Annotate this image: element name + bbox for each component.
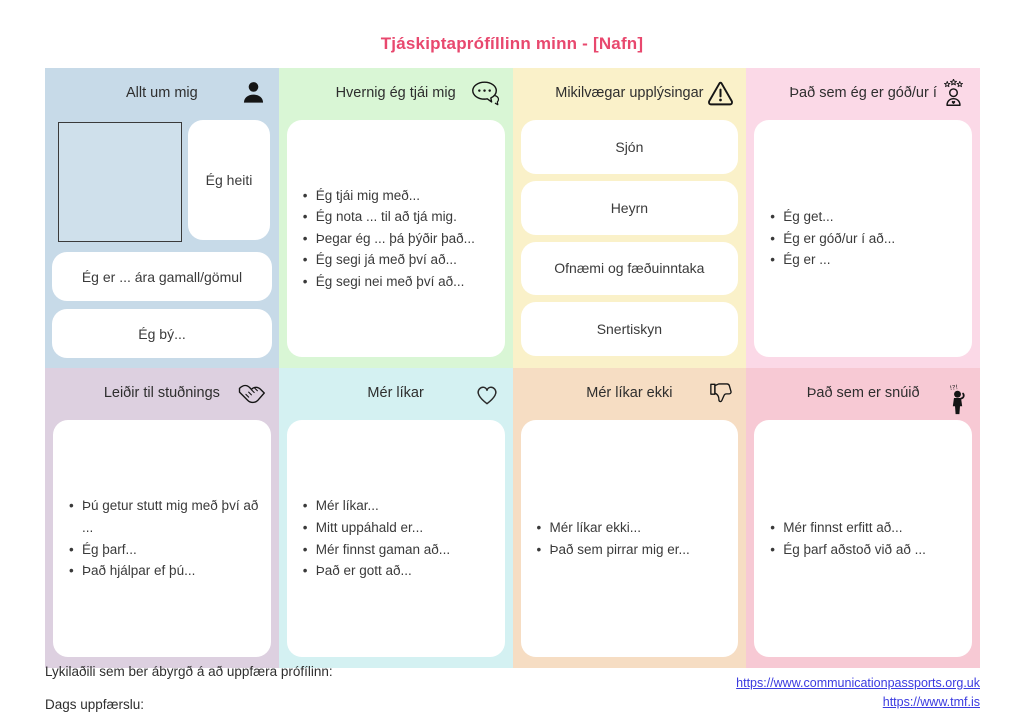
bullet-list: Ég get... Ég er góð/ur í að... Ég er ... [754, 206, 903, 271]
bullet-list: Ég tjái mig með... Ég nota ... til að tj… [287, 185, 483, 293]
bullet-item: Ég er góð/ur í að... [770, 228, 895, 250]
svg-text:!?!: !?! [949, 384, 958, 392]
bullet-item: Mér líkar ekki... [537, 517, 690, 539]
panel-title: Mikilvægar upplýsingar [555, 85, 704, 101]
page-title: Tjáskiptaprófíllinn minn - [Nafn] [380, 34, 644, 53]
thumbs-down-icon [707, 380, 734, 406]
tmf-link[interactable]: https://www.tmf.is [882, 695, 980, 710]
panel-important-info-header: Mikilvægar upplýsingar [513, 68, 747, 118]
panel-title: Allt um mig [126, 85, 198, 101]
bullet-item: Ég tjái mig með... [303, 185, 475, 207]
confused-person-icon: !?! [947, 382, 968, 416]
speech-bubbles-icon [469, 80, 501, 107]
bullet-item: Ég nota ... til að tjá mig. [303, 206, 475, 228]
footer-links: https://www.communicationpassports.org.u… [736, 674, 980, 713]
panel-how-i-communicate-header: Hvernig ég tjái mig [279, 68, 513, 118]
panel-good-at: Það sem ég er góð/ur í [746, 68, 980, 368]
panel-dislikes-header: Mér líkar ekki [513, 368, 747, 418]
panel-dislikes: Mér líkar ekki Mér líkar ekki... Það sem… [512, 368, 747, 668]
bullet-item: Mitt uppáhald er... [303, 517, 450, 539]
panel-likes-header: Mér líkar [279, 368, 513, 418]
good-at-box: Ég get... Ég er góð/ur í að... Ég er ... [754, 120, 972, 357]
heart-icon [473, 380, 501, 406]
bullet-item: Ég segi nei með því að... [303, 271, 475, 293]
bullet-item: Ég er ... [770, 249, 895, 271]
bullet-item: Mér finnst erfitt að... [770, 517, 926, 539]
bullet-list: Mér líkar ekki... Það sem pirrar mig er.… [521, 517, 698, 560]
name-box: Ég heiti [188, 120, 270, 240]
panel-about-me: Allt um mig Ég heiti Ég er ... ára gamal… [45, 68, 279, 368]
warning-icon [707, 81, 734, 106]
panel-title: Leiðir til stuðnings [103, 385, 220, 401]
panel-tricky: Það sem er snúið !?! Mér finnst erfitt a… [746, 368, 980, 668]
handshake-icon [234, 379, 267, 407]
star-person-icon [939, 79, 968, 107]
responsible-person-label: Lykilaðili sem ber ábyrgð á að uppfæra p… [45, 664, 333, 679]
bullet-item: Mér líkar... [303, 495, 450, 517]
panel-title: Mér líkar ekki [586, 385, 673, 401]
bullet-item: Ég þarf... [69, 539, 263, 561]
important-info-boxes: Sjón Heyrn Ofnæmi og fæðuinntaka Snertis… [520, 120, 739, 356]
bullet-item: Þegar ég ... þá þýðir það... [303, 228, 475, 250]
panel-grid: Allt um mig Ég heiti Ég er ... ára gamal… [45, 68, 980, 668]
panel-title: Það sem er snúið [806, 385, 920, 401]
hearing-box: Heyrn [520, 180, 739, 235]
person-icon [240, 80, 267, 107]
photo-placeholder [58, 122, 182, 242]
bullet-item: Það sem pirrar mig er... [537, 539, 690, 561]
panel-good-at-header: Það sem ég er góð/ur í [746, 68, 980, 118]
bullet-item: Ég get... [770, 206, 895, 228]
panel-support-ways-header: Leiðir til stuðnings [45, 368, 279, 418]
tricky-box: Mér finnst erfitt að... Ég þarf aðstoð v… [754, 420, 972, 657]
panel-support-ways: Leiðir til stuðnings Þú getur stutt mig … [45, 368, 279, 668]
age-box: Ég er ... ára gamall/gömul [52, 252, 272, 301]
panel-important-info: Mikilvægar upplýsingar Sjón Heyrn Ofnæmi… [512, 68, 747, 368]
panel-likes: Mér líkar Mér líkar... Mitt uppáhald er.… [278, 368, 513, 668]
panel-how-i-communicate: Hvernig ég tjái mig Ég tjái mig með... É… [278, 68, 513, 368]
panel-title: Það sem ég er góð/ur í [789, 85, 937, 101]
panel-about-me-header: Allt um mig [45, 68, 279, 118]
bullet-item: Mér finnst gaman að... [303, 539, 450, 561]
vision-box: Sjón [520, 120, 739, 174]
bullet-list: Þú getur stutt mig með því að ... Ég þar… [53, 495, 271, 581]
update-date-label: Dags uppfærslu: [45, 697, 145, 712]
bullet-item: Þú getur stutt mig með því að ... [69, 495, 263, 538]
panel-title: Hvernig ég tjái mig [335, 85, 456, 101]
bullet-list: Mér líkar... Mitt uppáhald er... Mér fin… [287, 495, 458, 581]
support-ways-box: Þú getur stutt mig með því að ... Ég þar… [53, 420, 271, 657]
bullet-item: Ég þarf aðstoð við að ... [770, 539, 926, 561]
panel-title: Mér líkar [367, 385, 424, 401]
bullet-item: Það hjálpar ef þú... [69, 560, 263, 582]
how-i-communicate-box: Ég tjái mig með... Ég nota ... til að tj… [286, 120, 505, 357]
communicationpassports-link[interactable]: https://www.communicationpassports.org.u… [736, 676, 980, 690]
dislikes-box: Mér líkar ekki... Það sem pirrar mig er.… [520, 420, 739, 657]
bullet-item: Það er gott að... [303, 560, 450, 582]
panel-tricky-header: Það sem er snúið !?! [746, 368, 980, 418]
allergies-box: Ofnæmi og fæðuinntaka [520, 241, 739, 296]
bullet-item: Ég segi já með því að... [303, 249, 475, 271]
residence-box: Ég bý... [52, 309, 272, 358]
likes-box: Mér líkar... Mitt uppáhald er... Mér fin… [286, 420, 505, 657]
bullet-list: Mér finnst erfitt að... Ég þarf aðstoð v… [754, 517, 934, 560]
touch-box: Snertiskyn [520, 302, 739, 356]
